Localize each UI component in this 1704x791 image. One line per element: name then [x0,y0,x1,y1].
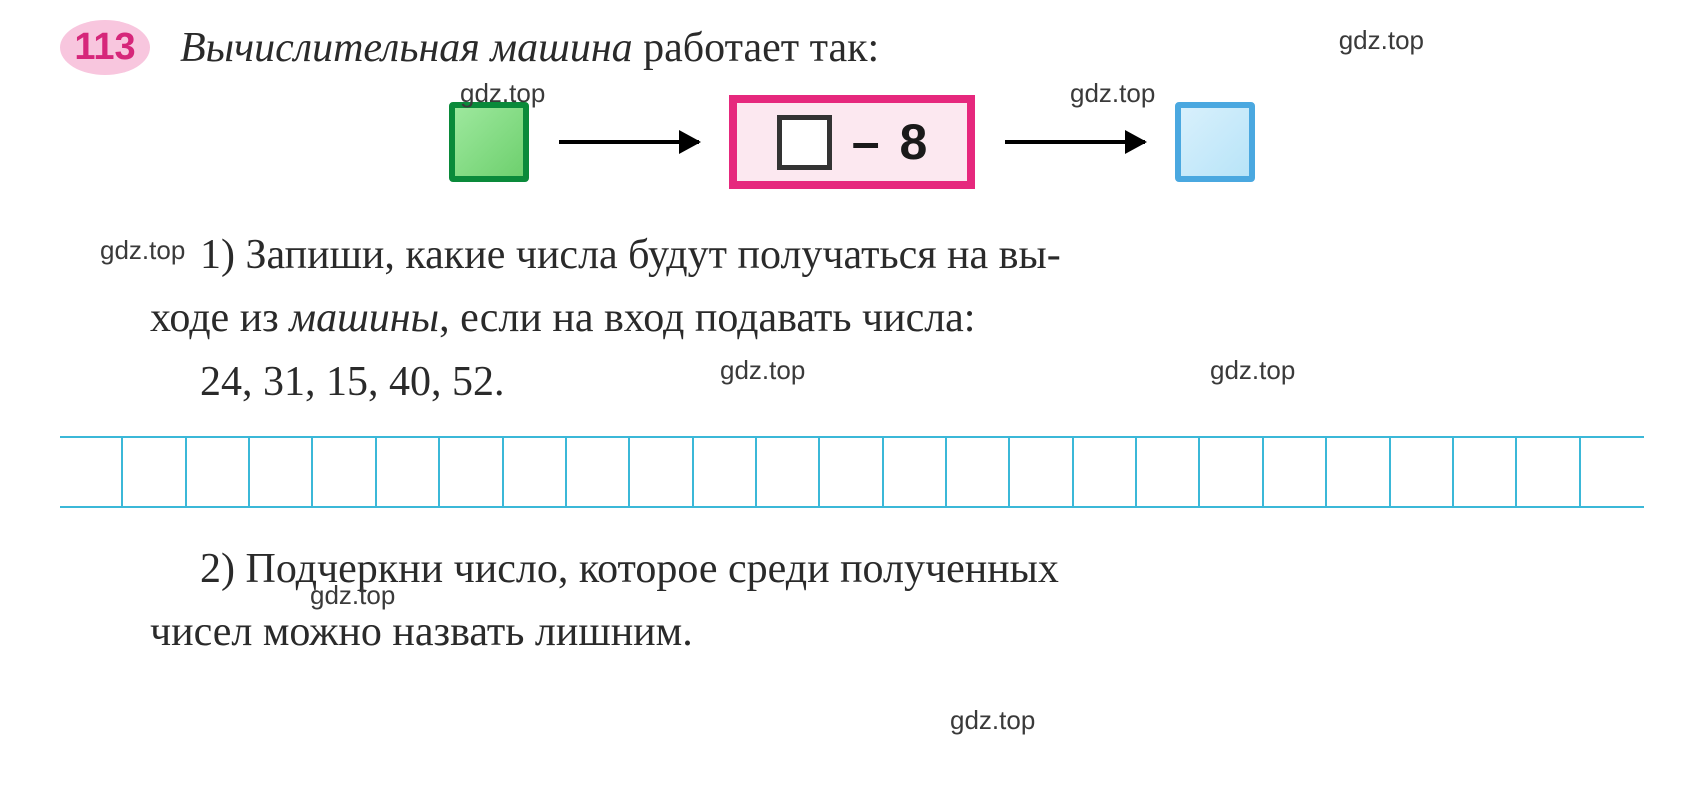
grid-cell [1010,438,1073,506]
task1-line2-italic: машины [289,295,439,341]
task2-text: 2) Подчеркни число, которое среди получе… [200,538,1644,601]
input-box [449,102,529,182]
grid-cell [1137,438,1200,506]
task1-line2-prefix: ходе из [150,295,289,341]
watermark: gdz.top [310,580,395,611]
grid-cell [1391,438,1454,506]
grid-cell [1264,438,1327,506]
grid-cell [820,438,883,506]
operation-box: – 8 [729,95,976,189]
grid-cell [187,438,250,506]
watermark: gdz.top [1210,355,1295,386]
watermark: gdz.top [460,78,545,109]
grid-cell [694,438,757,506]
watermark: gdz.top [100,235,185,266]
grid-cell [377,438,440,506]
grid-cell [1200,438,1263,506]
task1-line1: Запиши, какие числа будут получаться на … [246,232,1061,278]
grid-cell [250,438,313,506]
watermark: gdz.top [950,705,1035,736]
grid-cell [123,438,186,506]
grid-cell [947,438,1010,506]
operation-value: 8 [900,113,928,171]
answer-grid [60,436,1644,508]
minus-sign: – [852,113,880,171]
header-italic: Вычислительная машина [180,25,633,71]
grid-cell [757,438,820,506]
grid-cell [567,438,630,506]
task1-text: 1) Запиши, какие числа будут получаться … [200,224,1644,287]
watermark: gdz.top [1339,25,1424,56]
task1-line2-suffix: , если на вход подавать числа: [439,295,975,341]
header-rest: работает так: [633,25,880,71]
task1-number: 1) [200,224,235,287]
task1-line2: ходе из машины, если на вход подавать чи… [150,287,1644,350]
output-box [1175,102,1255,182]
grid-cell [1454,438,1517,506]
arrow-icon [559,140,699,144]
exercise-badge: 113 [60,20,150,75]
machine-diagram: – 8 [60,95,1644,189]
task1-numbers: 24, 31, 15, 40, 52. [200,358,1644,406]
grid-cell [1074,438,1137,506]
grid-cell [60,438,123,506]
grid-cell [1327,438,1390,506]
grid-cell [504,438,567,506]
task2-number: 2) [200,538,235,601]
grid-cell [630,438,693,506]
arrow-icon [1005,140,1145,144]
grid-cell [884,438,947,506]
watermark: gdz.top [1070,78,1155,109]
grid-cell [1581,438,1644,506]
grid-cell [313,438,376,506]
watermark: gdz.top [720,355,805,386]
header-text: Вычислительная машина работает так: [180,24,879,72]
exercise-number: 113 [74,26,135,69]
document-container: gdz.top gdz.top gdz.top gdz.top gdz.top … [60,20,1644,664]
grid-cell [1517,438,1580,506]
placeholder-square [777,115,832,170]
grid-cell [440,438,503,506]
